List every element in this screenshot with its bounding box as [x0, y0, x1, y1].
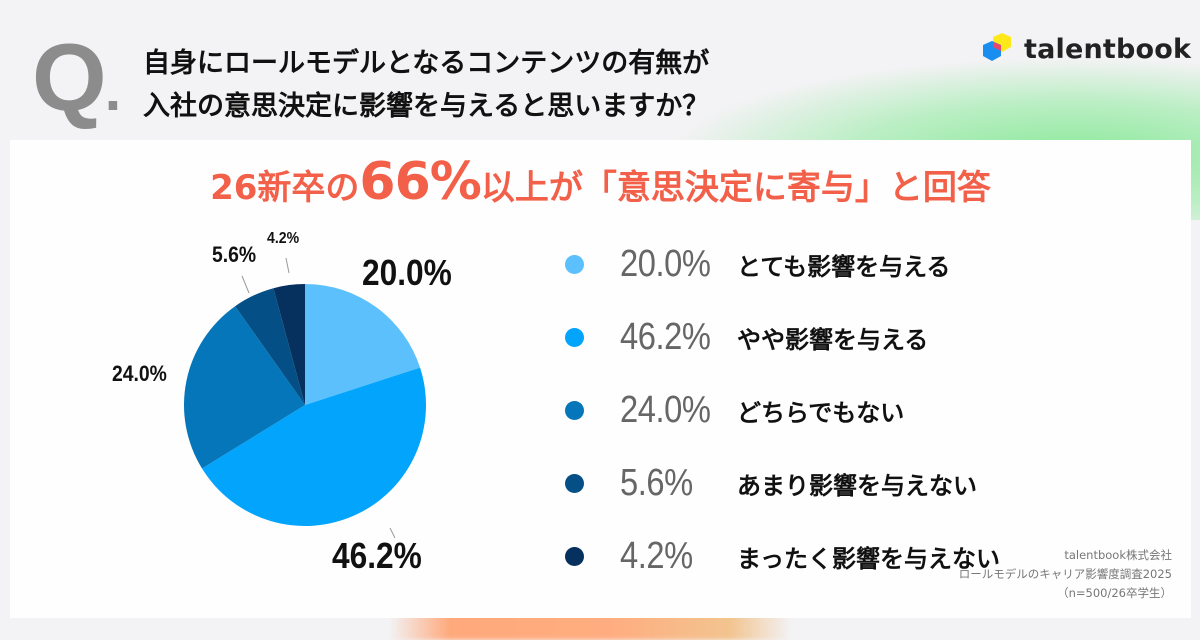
- pie-label-4-2: 4.2%: [267, 230, 300, 247]
- headline: 26新卒の66%以上が「意思決定に寄与」と回答: [10, 152, 1191, 218]
- legend-item: 24.0% どちらでもない: [565, 374, 1000, 447]
- legend-percent: 5.6%: [620, 462, 693, 504]
- pie-chart: 20.0% 46.2% 24.0% 5.6% 4.2%: [10, 140, 570, 618]
- pie-chart-svg: [183, 257, 426, 539]
- pie-label-20: 20.0%: [362, 252, 452, 293]
- legend-swatch: [565, 401, 584, 420]
- legend-label: どちらでもない: [737, 399, 905, 427]
- q-dot: .: [104, 56, 122, 123]
- pie-label-24: 24.0%: [112, 361, 167, 386]
- legend-swatch: [565, 255, 584, 274]
- headline-emphasis: 66%: [359, 152, 481, 212]
- logo-hexagons-icon: [983, 33, 1011, 61]
- logo-text: talentbook: [1024, 33, 1192, 65]
- headline-suffix: 以上が「意思決定に寄与」と回答: [480, 168, 991, 208]
- pie-label-5-6: 5.6%: [212, 242, 257, 267]
- legend-item: 5.6% あまり影響を与えない: [565, 447, 1000, 520]
- legend: 20.0% とても影響を与える 46.2% やや影響を与える 24.0% どちら…: [565, 228, 1000, 593]
- source-company: talentbook株式会社: [1064, 548, 1172, 562]
- pie-slice: [235, 288, 305, 405]
- headline-prefix: 26新卒の: [210, 168, 360, 208]
- source-sample: （n=500/26卒学生）: [1057, 586, 1172, 600]
- leader-line: [389, 527, 396, 539]
- legend-swatch: [565, 474, 584, 493]
- legend-percent: 20.0%: [620, 243, 711, 285]
- legend-item: 20.0% とても影響を与える: [565, 228, 1000, 301]
- pie-slice: [305, 284, 421, 405]
- result-card: 26新卒の66%以上が「意思決定に寄与」と回答 20.0% 46.2% 24.0…: [10, 140, 1191, 618]
- leader-line: [285, 257, 290, 274]
- question-line-2: 入社の意思決定に影響を与えると思いますか？: [143, 91, 710, 122]
- legend-swatch: [565, 547, 584, 566]
- legend-percent: 24.0%: [620, 389, 711, 431]
- legend-label: とても影響を与える: [737, 253, 951, 281]
- pie-slice: [273, 284, 305, 405]
- legend-percent: 46.2%: [620, 316, 711, 358]
- question-title: 自身にロールモデルとなるコンテンツの有無が 入社の意思決定に影響を与えると思いま…: [143, 42, 709, 128]
- source-survey: ロールモデルのキャリア影響度調査2025: [958, 567, 1172, 581]
- legend-label: まったく影響を与えない: [737, 545, 1001, 573]
- legend-swatch: [565, 328, 584, 347]
- q-letter: Q: [32, 24, 107, 131]
- question-line-1: 自身にロールモデルとなるコンテンツの有無が: [143, 48, 710, 79]
- pie-label-46: 46.2%: [332, 535, 422, 576]
- leader-line: [241, 275, 250, 294]
- pie-slice: [202, 367, 426, 526]
- legend-item: 4.2% まったく影響を与えない: [565, 520, 1000, 593]
- legend-label: あまり影響を与えない: [737, 472, 977, 500]
- legend-item: 46.2% やや影響を与える: [565, 301, 1000, 374]
- talentbook-logo: talentbook: [980, 32, 1191, 66]
- question-mark-badge: Q.: [32, 30, 122, 126]
- legend-percent: 4.2%: [620, 535, 693, 577]
- legend-label: やや影響を与える: [737, 326, 929, 354]
- source-note: talentbook株式会社 ロールモデルのキャリア影響度調査2025 （n=5…: [959, 546, 1172, 603]
- pie-slice: [183, 306, 305, 469]
